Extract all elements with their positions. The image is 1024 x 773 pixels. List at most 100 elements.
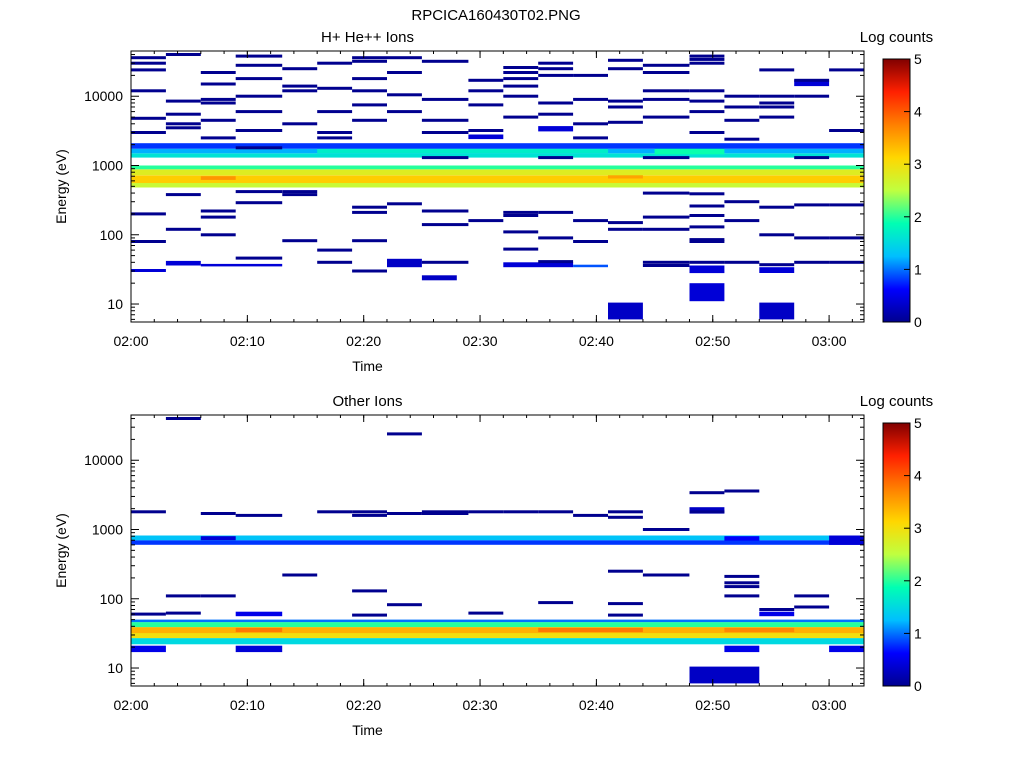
heatmap-cell [689,666,760,684]
colorbar-tick-label: 4 [914,468,922,484]
heatmap-count-line [317,131,353,134]
heatmap-count-line [573,219,608,223]
colorbar-tick-label: 4 [914,104,922,120]
colorbar [882,58,911,323]
heatmap-cell [759,611,795,617]
heatmap-count-line [352,56,387,60]
heatmap-count-line [131,510,166,514]
heatmap-count-line [538,101,574,105]
heatmap-count-line [642,115,690,119]
heatmap-count-line [387,56,422,60]
heatmap-plot-area [131,417,864,684]
heatmap-count-line [282,190,318,194]
x-tick-label: 02:00 [113,333,148,349]
heatmap-count-line [282,67,318,71]
heatmap-count-line [689,214,725,217]
heatmap-count-line [689,61,725,65]
heatmap-count-line [165,99,201,103]
heatmap-count-line [235,94,283,98]
heatmap-count-line [829,260,864,264]
heatmap-cell [794,80,830,87]
heatmap-count-line [235,201,283,205]
x-tick-label: 02:10 [230,697,265,713]
heatmap-count-line [352,210,387,214]
heatmap-cell [724,645,760,653]
heatmap-count-line [503,77,539,81]
heatmap-count-line [794,594,830,598]
heatmap-count-line [724,581,760,585]
y-tick-label: 1000 [92,157,123,173]
heatmap-count-line [352,239,387,243]
heatmap-count-line [573,73,608,77]
heatmap-count-line [387,93,422,97]
heatmap-count-line [503,84,539,88]
heatmap-count-line [131,61,166,65]
x-axis-label: Time [352,722,383,738]
heatmap-count-line [200,594,236,598]
heatmap-count-line [352,613,387,617]
heatmap-cell [421,275,457,281]
heatmap-count-line [724,260,760,264]
heatmap-count-line [352,510,387,514]
heatmap-count-line [724,94,760,98]
heatmap-cell [573,264,608,268]
heatmap-count-line [282,89,318,93]
panel-title: Other Ions [332,393,402,410]
heatmap-count-line [689,240,725,243]
heatmap-count-line [608,120,643,124]
heatmap-count-line [759,68,795,72]
heatmap-count-line [317,110,353,114]
heatmap-count-line [503,510,539,514]
heatmap-count-line [468,129,504,132]
y-tick-label: 10 [107,296,123,312]
x-tick-label: 02:10 [230,333,265,349]
heatmap-cell [131,627,864,634]
heatmap-count-line [421,156,469,160]
heatmap-count-line [235,129,283,132]
heatmap-count-line [689,110,725,114]
heatmap-cell [538,126,574,132]
colorbar-label: Log counts [860,393,933,410]
heatmap-count-line [421,223,469,227]
heatmap-count-line [235,190,283,194]
heatmap-count-line [608,569,643,573]
heatmap-count-line [642,215,690,219]
y-tick-label: 10 [107,660,123,676]
heatmap-cell [689,265,725,274]
heatmap-count-line [387,432,422,436]
heatmap-count-line [724,594,760,598]
heatmap-count-line [642,227,690,231]
heatmap-count-line [608,613,643,617]
panel-h-he-ions: 02:00 02:10 02:20 02:30 02:40 02:50 03:0010100… [53,29,933,374]
heatmap-count-line [503,71,539,74]
heatmap-count-line [794,236,830,240]
colorbar-tick-label: 1 [914,625,922,641]
heatmap-count-line [642,191,690,195]
heatmap-cell [608,175,643,179]
colorbar [882,422,911,687]
panel-other-ions: 02:00 02:10 02:20 02:30 02:40 02:50 03:0010100… [53,393,933,738]
colorbar-tick-label: 5 [914,51,922,67]
heatmap-cell [387,258,422,268]
x-tick-label: 02:00 [113,697,148,713]
heatmap-count-line [642,528,690,531]
heatmap-cell [468,134,504,140]
heatmap-count-line [689,131,725,134]
heatmap-count-line [642,71,690,74]
heatmap-count-line [538,73,574,77]
heatmap-count-line [724,137,760,141]
heatmap-count-line [689,238,725,242]
heatmap-count-line [794,156,830,160]
heatmap-count-line [165,126,201,130]
heatmap-cell [165,260,201,266]
heatmap-count-line [608,227,643,231]
heatmap-plot-area [131,53,864,320]
heatmap-count-line [689,260,725,264]
heatmap-count-line [421,260,469,264]
heatmap-count-line [387,110,422,114]
heatmap-count-line [642,156,690,160]
heatmap-count-line [538,67,574,71]
heatmap-cell [131,622,864,628]
heatmap-cell [131,169,864,176]
